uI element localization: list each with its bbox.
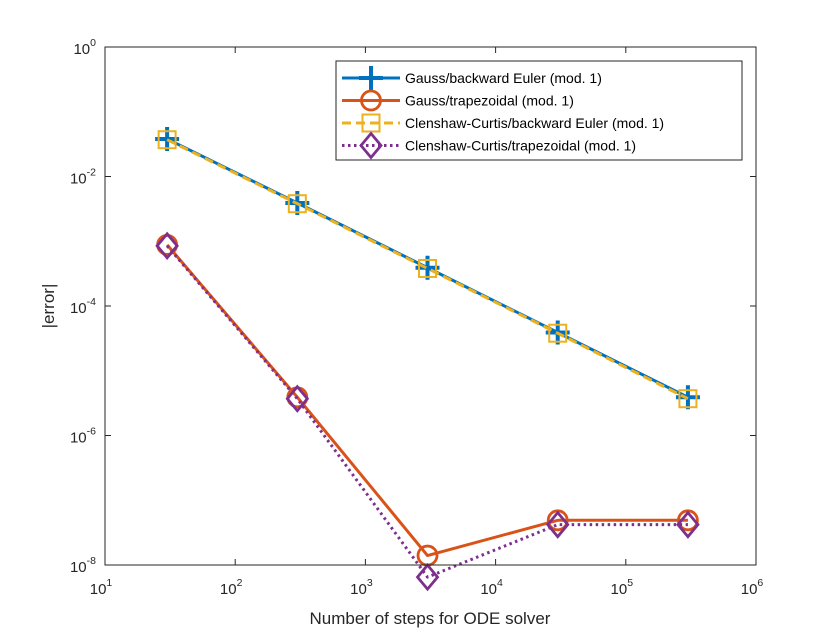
x-tick-label: 101: [90, 577, 113, 598]
data-point-diamond: [415, 562, 440, 592]
y-tick-label: 10-8: [70, 555, 96, 576]
series-line: [165, 244, 688, 579]
legend-label: Gauss/trapezoidal (mod. 1): [405, 93, 574, 109]
series-layer: [155, 126, 700, 592]
data-point-square: [548, 323, 568, 343]
legend-marker-plus: [359, 66, 383, 90]
legend-box: [335, 60, 743, 161]
legend-marker-circle: [360, 89, 382, 112]
y-tick-labels: 10-8 10-6 10-4 10-2 100: [70, 37, 96, 576]
data-point-diamond: [676, 510, 700, 539]
x-tick-label: 102: [220, 577, 243, 598]
legend-label: Clenshaw-Curtis/trapezoidal (mod. 1): [405, 138, 636, 154]
legend: Gauss/backward Euler (mod. 1) Gauss/trape…: [335, 60, 743, 161]
y-tick-label: 10-2: [70, 167, 96, 188]
series-4: [155, 231, 700, 592]
legend-entry: Gauss/backward Euler (mod. 1): [342, 66, 602, 90]
data-point-square: [287, 194, 307, 214]
data-point-square: [157, 130, 177, 150]
series-3: [157, 130, 698, 409]
y-axis-label: |error|: [39, 284, 58, 329]
legend-entry: Clenshaw-Curtis/backward Euler (mod. 1): [342, 113, 664, 133]
x-tick-label: 104: [480, 577, 503, 598]
legend-label: Gauss/backward Euler (mod. 1): [405, 70, 602, 86]
y-tick-label: 100: [73, 37, 96, 58]
data-point-square: [418, 258, 438, 278]
data-point-square: [678, 389, 698, 409]
x-tick-label: 106: [741, 577, 764, 598]
y-tick-label: 10-4: [70, 296, 96, 317]
data-point-diamond: [285, 384, 310, 413]
legend-marker-diamond: [359, 131, 383, 160]
x-tick-label: 105: [611, 577, 634, 598]
y-tick-label: 10-6: [70, 426, 96, 447]
x-axis-label: Number of steps for ODE solver: [310, 609, 551, 628]
legend-entry: Gauss/trapezoidal (mod. 1): [342, 89, 574, 112]
series-line: [166, 138, 689, 401]
legend-label: Clenshaw-Curtis/backward Euler (mod. 1): [405, 115, 664, 131]
plot-frame: [104, 46, 757, 566]
data-point-diamond: [155, 231, 179, 261]
legend-entry: Clenshaw-Curtis/trapezoidal (mod. 1): [342, 131, 636, 160]
data-point-diamond: [545, 510, 570, 539]
x-tick-label: 103: [350, 577, 373, 598]
x-tick-labels: 101 102 103 104 105 106: [90, 577, 764, 598]
